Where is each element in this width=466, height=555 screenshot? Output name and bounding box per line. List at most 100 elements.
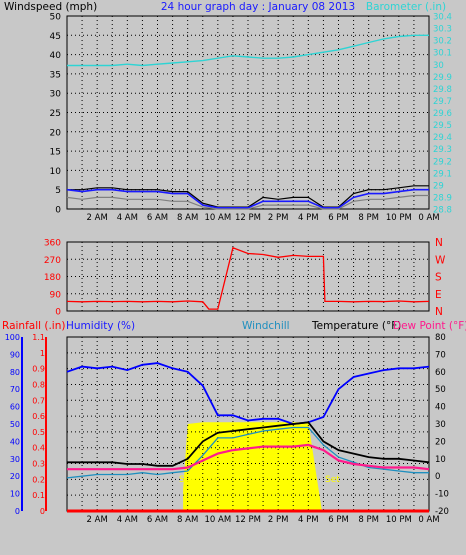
barometer-tick-label: 30.4 — [433, 13, 452, 23]
direction-series — [66, 246, 430, 310]
time-tick-label: 2 PM — [268, 213, 289, 223]
temperature-tick-label: 20 — [435, 437, 446, 447]
series-dewpoint-line — [67, 443, 430, 471]
temperature-tick-label: 10 — [435, 455, 446, 465]
compass-label: N — [435, 237, 443, 249]
series-windchill-line — [66, 426, 429, 479]
rainfall-tick-label: 1 — [40, 349, 45, 358]
barometer-tick-label: 29 — [433, 181, 444, 191]
time-tick-label: 4 PM — [298, 515, 319, 525]
time-tick-label: 4 AM — [117, 213, 138, 223]
temperature-tick-label: 80 — [435, 333, 446, 343]
barometer-tick-label: 29.7 — [433, 97, 452, 107]
time-tick-label: 8 PM — [358, 515, 379, 525]
rainfall-tick-label: 1.1 — [32, 333, 45, 342]
barometer-tick-label: 30.1 — [433, 49, 452, 59]
humidity-tick-label: 60 — [10, 403, 20, 412]
barometer-tick-label: 28.9 — [433, 193, 452, 203]
humidity-tick-label: 50 — [10, 420, 20, 429]
windspeed-axis-label: Windspeed (mph) — [4, 1, 97, 13]
humidity-tick-label: 0 — [15, 507, 20, 516]
compass-label: W — [435, 254, 446, 266]
humidity-tick-label: 30 — [10, 455, 20, 464]
solar-area — [183, 422, 322, 511]
barometer-tick-label: 29.8 — [433, 85, 452, 95]
barometer-tick-label: 29.1 — [433, 169, 452, 179]
rainfall-tick-label: 0.7 — [32, 396, 45, 405]
time-tick-label: 6 PM — [328, 213, 349, 223]
direction-grid — [67, 242, 429, 311]
temperature-time-ticks: 2 AM 4 AM 6 AM 8 AM 10 AM 12 PM 2 PM 4 PM 6 PM 8 … — [87, 515, 440, 525]
barometer-ticks: 28.8 28.9 29 29.1 29.2 29.3 29.4 29.5 29.6 29.7 29… — [433, 13, 452, 216]
humidity-tick-label: 20 — [10, 472, 20, 481]
time-tick-label: 10 AM — [204, 213, 231, 223]
time-tick-label: 2 AM — [87, 515, 108, 525]
time-tick-label: 4 AM — [117, 515, 138, 525]
temperature-label: Temperature (°F) — [311, 320, 401, 332]
direction-tick-label: 180 — [44, 273, 61, 283]
windspeed-tick-label: 25 — [50, 109, 61, 119]
barometer-tick-label: 29.2 — [433, 157, 452, 167]
compass-label: N — [435, 306, 443, 318]
series-average-line — [66, 188, 429, 209]
time-tick-label: 8 AM — [177, 515, 198, 525]
series-direction-line — [66, 246, 430, 310]
humidity-tick-label: 100 — [5, 333, 20, 342]
barometer-tick-label: 30.3 — [433, 25, 452, 35]
series-gust-line — [66, 194, 429, 210]
barometer-tick-label: 29.4 — [433, 133, 452, 143]
temperature-tick-label: 0 — [435, 472, 440, 482]
time-tick-label: 12 PM — [235, 213, 261, 223]
direction-ticks: 0 90 180 270 360 — [44, 239, 61, 318]
barometer-tick-label: 30 — [433, 61, 444, 71]
barometer-axis-label: Barometer (.in) — [366, 1, 446, 13]
compass-label: E — [435, 289, 442, 301]
direction-tick-label: 90 — [50, 290, 62, 300]
humidity-tick-label: 10 — [10, 490, 20, 499]
barometer-tick-label: 28.8 — [433, 206, 452, 216]
direction-tick-label: 270 — [44, 256, 61, 266]
dewpoint-label: Dew Point (°F) — [393, 320, 466, 332]
windspeed-tick-label: 35 — [50, 70, 61, 80]
windspeed-tick-label: 5 — [55, 186, 61, 196]
windspeed-ticks: 0 5 10 15 20 25 30 35 40 45 50 — [50, 13, 62, 216]
windspeed-tick-label: 30 — [50, 90, 62, 100]
humidity-tick-label: 90 — [10, 350, 20, 359]
barometer-tick-label: 29.5 — [433, 121, 452, 131]
wind-barometer-chart: Windspeed (mph) 24 hour graph day : Janu… — [4, 1, 452, 223]
time-tick-label: 12 PM — [235, 515, 261, 525]
windspeed-tick-label: 15 — [50, 148, 61, 158]
humidity-axis-label: Humidity (%) — [66, 320, 135, 332]
series-temperature-line — [67, 421, 430, 467]
series-humidity-line — [66, 362, 430, 425]
temperature-tick-label: 50 — [435, 385, 446, 395]
windspeed-tick-label: 40 — [50, 51, 62, 61]
direction-tick-label: 0 — [55, 308, 61, 318]
sunrise-annotation: Sun Rise — [179, 475, 218, 485]
temperature-tick-label: 70 — [435, 350, 446, 360]
temperature-chart: Rainfall (.in) Humidity (%) Windchill Te… — [2, 320, 466, 525]
series-solar-area — [183, 422, 322, 511]
rainfall-tick-label: 0.5 — [32, 428, 45, 437]
humidity-tick-label: 80 — [10, 368, 20, 377]
direction-tick-label: 360 — [44, 239, 61, 249]
time-tick-label: 8 AM — [177, 213, 198, 223]
time-tick-label: 10 AM — [204, 515, 231, 525]
barometer-tick-label: 29.9 — [433, 73, 452, 83]
windchill-label: Windchill — [242, 320, 290, 332]
wind-time-ticks: 2 AM 4 AM 6 AM 8 AM 10 AM 12 PM 2 PM 4 PM 6 PM 8 … — [87, 213, 440, 223]
windspeed-tick-label: 0 — [55, 206, 61, 216]
rainfall-tick-label: 0.8 — [32, 380, 45, 389]
temperature-tick-label: 40 — [435, 403, 446, 413]
series-barometer-line — [67, 34, 429, 67]
barometer-tick-label: 29.6 — [433, 109, 452, 119]
time-tick-label: 6 PM — [328, 515, 349, 525]
rainfall-axis-label: Rainfall (.in) — [2, 320, 65, 332]
temperature-tick-label: -20 — [435, 507, 449, 517]
temperature-tick-label: 60 — [435, 368, 446, 378]
barometer-tick-label: 30.2 — [433, 37, 452, 47]
time-tick-label: 0 AM — [418, 515, 439, 525]
